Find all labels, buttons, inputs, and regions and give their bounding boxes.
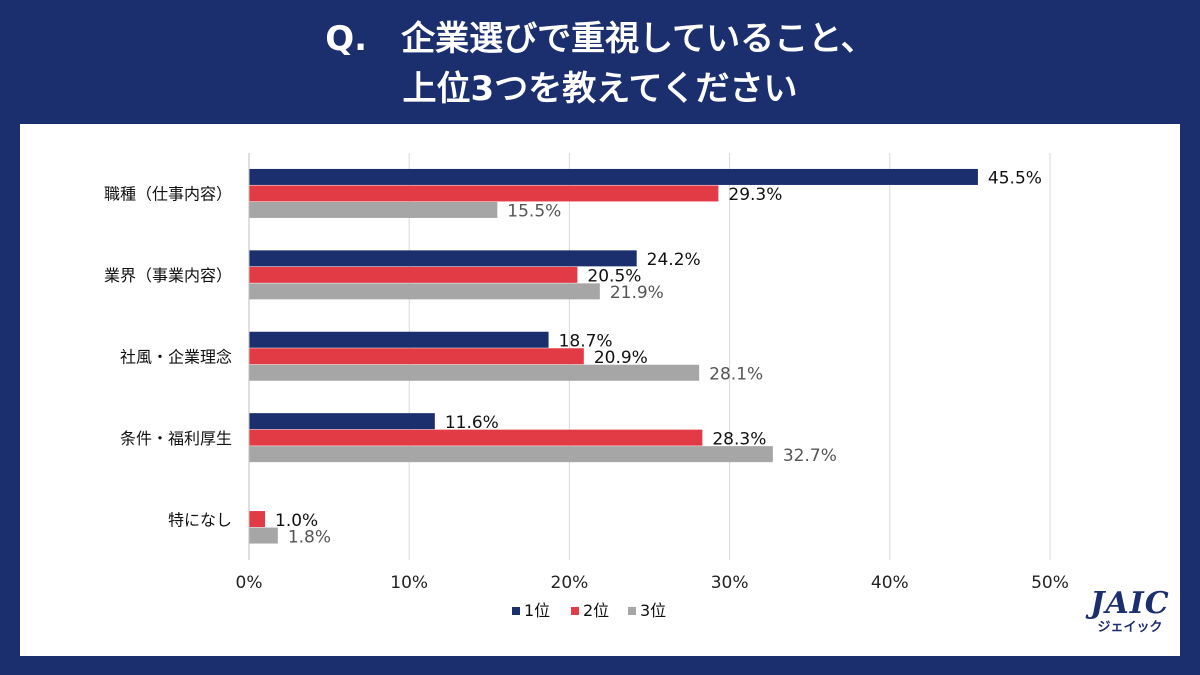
bar-1位-3 (249, 413, 435, 430)
data-label: 28.1% (709, 365, 763, 385)
legend-swatch-1位 (512, 607, 520, 615)
bar-1位-0 (249, 168, 978, 185)
category-label: 条件・福利厚生 (120, 429, 232, 448)
data-label: 24.2% (647, 250, 701, 270)
legend-swatch-3位 (628, 607, 636, 615)
data-label: 11.6% (445, 413, 499, 433)
bar-1位-2 (249, 331, 549, 348)
bar-2位-0 (249, 185, 719, 202)
x-tick-label: 50% (1031, 573, 1069, 593)
bar-1位-1 (249, 250, 637, 267)
x-tick-label: 20% (551, 573, 589, 593)
title-line-1: Q. 企業選びで重視していること、 (325, 19, 875, 59)
bar-3位-2 (249, 364, 700, 381)
data-label: 32.7% (783, 446, 837, 466)
data-label: 1.8% (288, 527, 331, 547)
data-label: 29.3% (728, 185, 782, 205)
jaic-logo: JAIC ジェイック (1082, 588, 1178, 636)
data-label: 15.5% (507, 202, 561, 222)
legend-swatch-2位 (571, 607, 579, 615)
data-label: 20.5% (587, 267, 641, 287)
legend-label: 1位 (524, 601, 550, 620)
bar-2位-1 (249, 266, 578, 283)
x-tick-label: 0% (236, 573, 263, 593)
logo-main-text: JAIC (1090, 586, 1170, 621)
x-tick-label: 30% (711, 573, 749, 593)
chart-panel (20, 124, 1180, 656)
title-line-2: 上位3つを教えてください (402, 69, 798, 109)
bar-3位-4 (249, 527, 278, 544)
data-label: 45.5% (988, 169, 1042, 189)
data-label: 18.7% (559, 332, 613, 352)
x-tick-label: 40% (871, 573, 909, 593)
data-label: 1.0% (275, 511, 318, 531)
bar-3位-1 (249, 283, 600, 300)
category-label: 社風・企業理念 (120, 348, 232, 367)
legend-label: 2位 (583, 601, 609, 620)
legend-label: 3位 (640, 601, 666, 620)
bar-2位-2 (249, 348, 584, 365)
bar-2位-3 (249, 429, 703, 446)
chart-title: Q. 企業選びで重視していること、 上位3つを教えてください (0, 14, 1200, 114)
bar-3位-0 (249, 201, 498, 218)
bar-3位-3 (249, 446, 773, 463)
logo-sub-text: ジェイック (1097, 620, 1163, 635)
bar-2位-4 (249, 511, 266, 528)
data-label: 28.3% (712, 429, 766, 449)
data-label: 21.9% (610, 283, 664, 303)
category-label: 業界（事業内容） (104, 266, 232, 285)
x-tick-label: 10% (390, 573, 428, 593)
category-label: 特になし (168, 510, 232, 529)
category-label: 職種（仕事内容） (104, 185, 232, 204)
data-label: 20.9% (594, 348, 648, 368)
